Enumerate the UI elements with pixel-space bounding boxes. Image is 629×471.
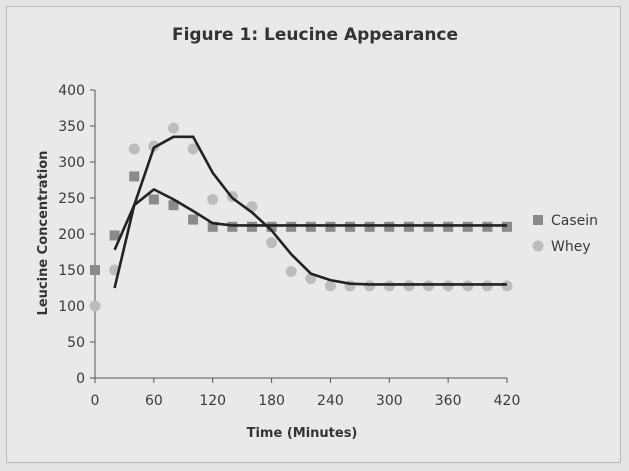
casein-point (403, 221, 414, 232)
y-tick-label: 350 (58, 119, 85, 135)
y-tick-label: 200 (58, 227, 85, 243)
casein-point (345, 221, 356, 232)
whey-point (403, 280, 415, 292)
casein-point (482, 221, 493, 232)
whey-point (364, 280, 376, 292)
y-tick-label: 250 (58, 191, 85, 207)
y-tick-label: 0 (76, 371, 85, 387)
y-tick-label: 100 (58, 299, 85, 315)
casein-point (502, 221, 512, 232)
whey-point (207, 193, 219, 205)
casein-point (443, 221, 454, 232)
whey-trend-line (113, 135, 507, 289)
y-tick-label: 400 (58, 83, 85, 99)
whey-point (285, 265, 297, 277)
casein-point (90, 265, 100, 275)
whey-point (128, 143, 140, 155)
x-tick-label: 60 (145, 393, 163, 409)
legend-whey-marker (532, 240, 544, 252)
whey-point (501, 280, 513, 292)
whey-point (462, 280, 474, 292)
chart-svg: Figure 1: Leucine Appearance Leucine Con… (36, 25, 598, 441)
casein-point (266, 221, 277, 232)
casein-point (148, 194, 159, 205)
chart-frame: Figure 1: Leucine Appearance Leucine Con… (6, 6, 621, 463)
casein-point (364, 221, 375, 232)
x-tick-label: 0 (91, 393, 100, 409)
casein-point (246, 221, 257, 232)
casein-point (462, 221, 473, 232)
x-tick-label: 240 (317, 393, 344, 409)
casein-point (207, 221, 218, 232)
casein-point (129, 171, 140, 182)
x-tick-label: 180 (258, 393, 285, 409)
whey-point (383, 280, 395, 292)
whey-point (324, 280, 336, 292)
legend-label-casein: Casein (551, 213, 598, 229)
casein-point (305, 221, 316, 232)
casein-point (325, 221, 336, 232)
y-tick-label: 300 (58, 155, 85, 171)
casein-point (384, 221, 395, 232)
x-tick-label: 360 (435, 393, 462, 409)
casein-point (168, 200, 179, 211)
chart-title: Figure 1: Leucine Appearance (172, 25, 458, 45)
y-tick-label: 50 (67, 335, 85, 351)
x-tick-label: 420 (494, 393, 521, 409)
whey-point (442, 280, 454, 292)
y-axis-title: Leucine Concentration (36, 151, 51, 316)
casein-point (188, 214, 199, 225)
casein-point (109, 230, 120, 241)
x-tick-label: 300 (376, 393, 403, 409)
plot-area: 0 50 100 150 200 250 300 350 400 0 60 120 180 240 300 3… (58, 83, 520, 409)
casein-point (423, 221, 434, 232)
x-tick-label: 120 (199, 393, 226, 409)
x-axis-title: Time (Minutes) (247, 426, 358, 441)
y-tick-label: 150 (58, 263, 85, 279)
legend-label-whey: Whey (551, 239, 591, 255)
whey-point (481, 280, 493, 292)
legend-casein-marker (533, 215, 543, 225)
casein-trend-line (113, 188, 507, 251)
legend: Casein Whey (532, 213, 598, 255)
whey-point (89, 300, 101, 312)
whey-point (266, 237, 278, 249)
casein-point (286, 221, 297, 232)
casein-point (227, 221, 238, 232)
whey-point (167, 122, 179, 134)
whey-point (423, 280, 435, 292)
whey-point (187, 143, 199, 155)
whey-point (305, 273, 317, 285)
